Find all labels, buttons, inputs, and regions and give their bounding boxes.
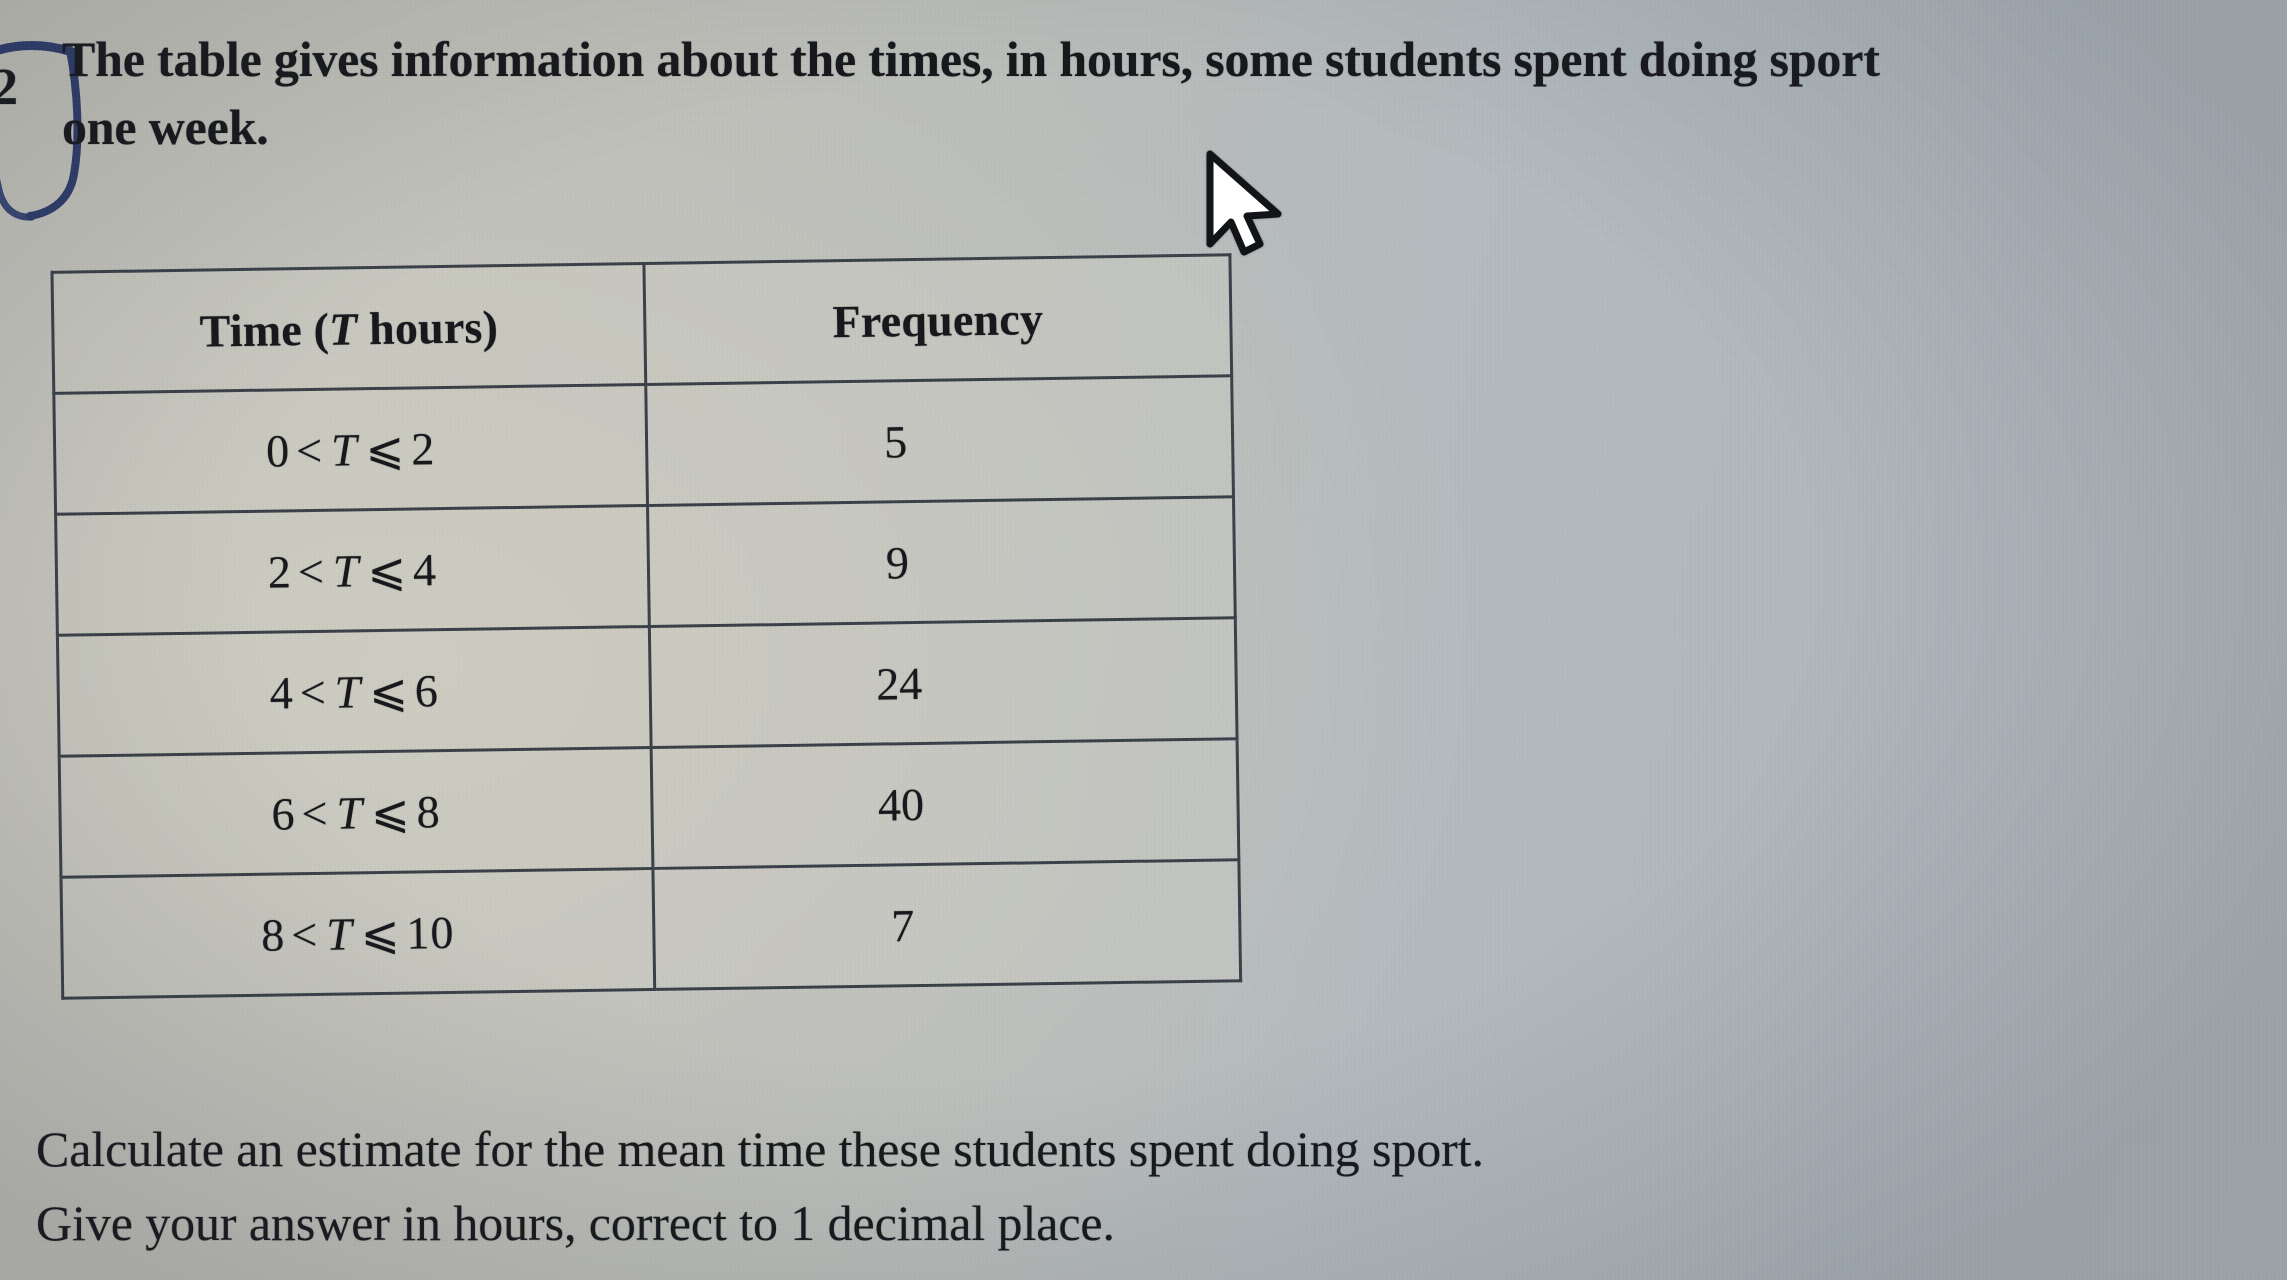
interval-variable: T	[336, 787, 364, 839]
table-row: 0 < T ⩽ 2 5	[53, 375, 1234, 515]
frequency-value: 5	[883, 415, 908, 467]
cell-class-interval: 6 < T ⩽ 8	[59, 747, 653, 878]
header-time-prefix: Time (	[199, 303, 330, 357]
interval-upper: 8	[416, 786, 441, 838]
interval-lower: 0	[265, 425, 291, 477]
interval-operator-left: <	[290, 908, 319, 961]
frequency-value: 9	[885, 536, 910, 588]
cell-class-interval: 2 < T ⩽ 4	[55, 505, 650, 636]
interval-variable: T	[325, 908, 354, 960]
cell-frequency: 24	[649, 617, 1238, 748]
column-header-frequency: Frequency	[643, 254, 1232, 385]
interval-upper: 2	[410, 423, 436, 475]
cell-frequency: 7	[652, 859, 1241, 990]
frequency-value: 7	[890, 899, 915, 951]
question-number: 2	[0, 59, 19, 116]
cell-class-interval: 4 < T ⩽ 6	[57, 626, 652, 757]
question-intro-text: The table gives information about the ti…	[62, 25, 2242, 161]
interval-operator-right: ⩽	[360, 907, 401, 960]
header-time-suffix: hours)	[356, 300, 499, 354]
interval-operator-right: ⩽	[370, 786, 411, 839]
interval-variable: T	[330, 424, 359, 476]
frequency-table-container: Time (T hours) Frequency 0 < T ⩽ 2 5 2 < T ⩽ 4 9 4 < T…	[50, 253, 1246, 1022]
cell-class-interval: 8 < T ⩽ 10	[60, 868, 655, 999]
class-interval-expression: 6 < T ⩽ 8	[271, 786, 441, 840]
table-row: 4 < T ⩽ 6 24	[57, 617, 1238, 757]
interval-operator-left: <	[299, 666, 328, 719]
interval-operator-left: <	[301, 787, 329, 840]
closing-line-2: Give your answer in hours, correct to 1 …	[36, 1195, 1115, 1251]
interval-lower: 2	[267, 546, 293, 598]
interval-operator-right: ⩽	[365, 423, 406, 476]
table-body: 0 < T ⩽ 2 5 2 < T ⩽ 4 9 4 < T ⩽ 6 24 6 < T ⩽ 8 40 8 < T ⩽ 10 7	[53, 375, 1241, 999]
class-interval-expression: 2 < T ⩽ 4	[268, 544, 438, 598]
cell-frequency: 5	[645, 375, 1234, 506]
interval-variable: T	[334, 666, 362, 718]
frequency-value: 24	[875, 657, 923, 710]
frequency-value: 40	[877, 778, 925, 831]
interval-lower: 4	[269, 667, 295, 719]
interval-operator-left: <	[295, 424, 324, 477]
intro-line-1: The table gives information about the ti…	[62, 31, 1880, 87]
interval-operator-left: <	[297, 545, 326, 598]
question-closing-text: Calculate an estimate for the mean time …	[36, 1112, 2236, 1260]
cell-frequency: 40	[651, 738, 1239, 869]
interval-variable: T	[332, 545, 360, 597]
interval-upper: 10	[406, 906, 455, 959]
intro-line-2: one week.	[62, 99, 269, 155]
table-row: 8 < T ⩽ 10 7	[60, 859, 1241, 999]
closing-line-1: Calculate an estimate for the mean time …	[36, 1121, 1484, 1177]
table-row: 2 < T ⩽ 4 9	[55, 496, 1236, 636]
header-time-variable: T	[328, 302, 358, 355]
interval-lower: 6	[271, 788, 296, 840]
interval-upper: 4	[412, 544, 438, 596]
mouse-cursor-icon	[1206, 150, 1282, 256]
class-interval-expression: 0 < T ⩽ 2	[266, 423, 436, 477]
cell-frequency: 9	[647, 496, 1236, 627]
class-interval-expression: 4 < T ⩽ 6	[269, 665, 439, 719]
interval-upper: 6	[414, 665, 440, 717]
table-row: 6 < T ⩽ 8 40	[59, 738, 1239, 878]
frequency-table: Time (T hours) Frequency 0 < T ⩽ 2 5 2 < T ⩽ 4 9 4 < T…	[50, 253, 1242, 999]
question-marker: 2	[0, 32, 120, 222]
table-header-row: Time (T hours) Frequency	[52, 254, 1232, 394]
interval-operator-right: ⩽	[367, 544, 408, 597]
class-interval-expression: 8 < T ⩽ 10	[261, 907, 455, 961]
cell-class-interval: 0 < T ⩽ 2	[53, 384, 648, 515]
column-header-time: Time (T hours)	[52, 263, 646, 394]
interval-lower: 8	[260, 909, 286, 961]
pen-bracket-annotation	[0, 41, 82, 221]
interval-operator-right: ⩽	[368, 665, 410, 718]
